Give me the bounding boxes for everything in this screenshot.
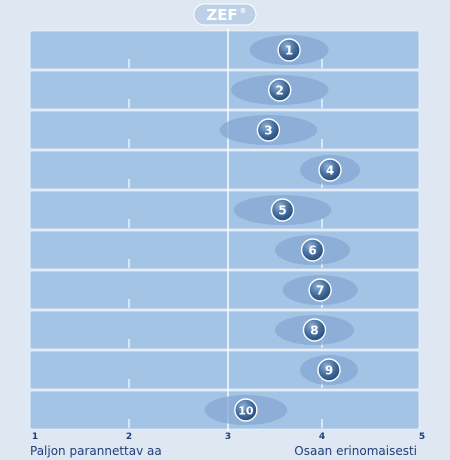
- row-band: [29, 70, 420, 110]
- item-marker: [317, 358, 341, 382]
- item-marker: [234, 398, 258, 422]
- item-marker-label: 10: [238, 405, 254, 418]
- item-marker: [308, 278, 332, 302]
- item-marker: [318, 158, 342, 182]
- row-band: [29, 150, 420, 190]
- item-marker-label: 3: [264, 124, 272, 138]
- x-tick-label: 5: [419, 432, 425, 442]
- right-anchor-label: Osaan erinomaisesti: [294, 444, 417, 458]
- item-marker-label: 8: [310, 324, 318, 338]
- x-axis-ticks: 1 2 3 4 5: [32, 432, 425, 442]
- logo-pill: [193, 3, 257, 26]
- x-tick-label: 4: [319, 432, 325, 442]
- x-tick-label: 1: [32, 432, 38, 442]
- item-marker-label: 5: [278, 204, 286, 218]
- item-marker-label: 2: [276, 84, 284, 98]
- left-anchor-label: Paljon parannettav aa: [30, 444, 162, 458]
- item-marker-label: 9: [325, 364, 333, 378]
- zef-logo: ZEF ®: [193, 3, 257, 26]
- item-marker-label: 7: [316, 284, 324, 298]
- item-markers: 1 2 3 4 5 6 7 8 9 10: [204, 35, 360, 425]
- item-marker: [270, 198, 295, 222]
- item-marker: [268, 78, 292, 102]
- item-marker: [256, 118, 281, 142]
- logo-registered-mark: ®: [240, 7, 247, 15]
- item-marker: [277, 38, 301, 62]
- row-band: [29, 30, 420, 70]
- item-marker: [302, 318, 327, 342]
- row-band: [29, 310, 420, 350]
- logo-text: ZEF: [206, 6, 237, 24]
- item-marker: [300, 238, 325, 262]
- row-band: [29, 350, 420, 390]
- item-marker-label: 6: [308, 244, 316, 258]
- item-marker-label: 1: [285, 44, 293, 58]
- x-tick-label: 3: [225, 432, 231, 442]
- row-band: [29, 230, 420, 270]
- row-band: [29, 190, 420, 230]
- row-bands: [29, 30, 420, 430]
- item-marker-label: 4: [326, 164, 334, 178]
- x-tick-label: 2: [126, 432, 132, 442]
- row-band: [29, 270, 420, 310]
